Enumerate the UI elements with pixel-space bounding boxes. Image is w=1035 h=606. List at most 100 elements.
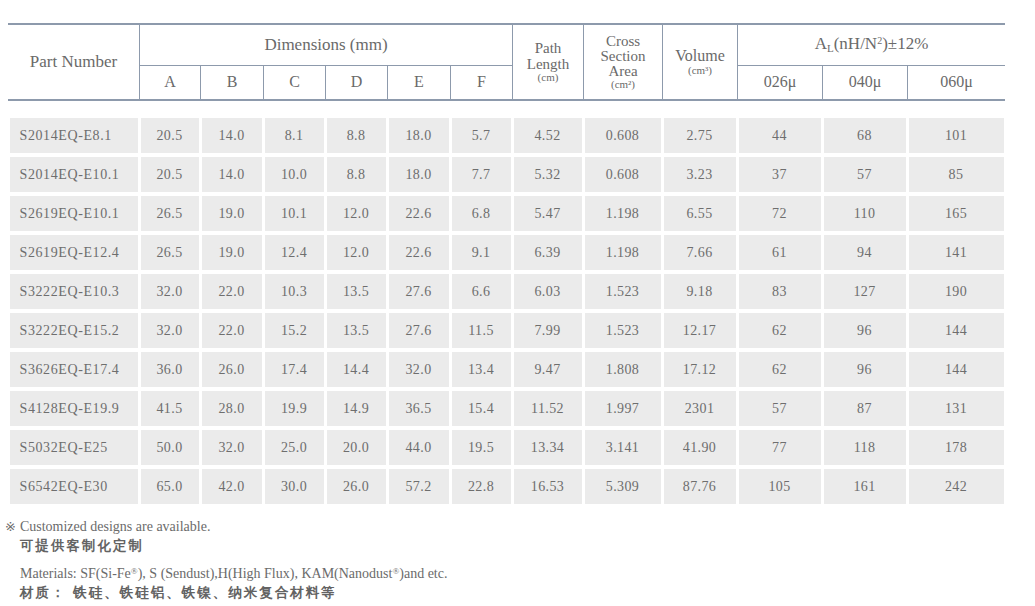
footnotes: ※ Customized designs are available. 可提供客… <box>5 517 447 602</box>
table-cell: 6.55 <box>664 196 736 231</box>
table-cell: 1.198 <box>585 196 661 231</box>
cross-section-line3: Area <box>608 64 637 79</box>
table-row: S4128EQ-E19.941.528.019.914.936.515.411.… <box>8 389 1005 428</box>
table-row: S2014EQ-E8.120.514.08.18.818.05.74.520.6… <box>8 116 1005 155</box>
table-cell: 18.0 <box>389 118 449 153</box>
table-cell: 13.5 <box>327 313 386 348</box>
table-cell: 10.0 <box>265 157 324 192</box>
note-customized-en-text: Customized designs are available. <box>20 517 211 536</box>
table-cell: 15.4 <box>452 391 511 426</box>
col-header-al-026: 026μ <box>737 66 822 99</box>
table-cell: 10.3 <box>265 274 324 309</box>
table-cell: 36.5 <box>389 391 449 426</box>
table-cell: 14.9 <box>327 391 386 426</box>
table-cell: 1.523 <box>585 274 661 309</box>
table-cell: 20.5 <box>141 157 199 192</box>
table-cell: 13.34 <box>514 430 582 465</box>
table-row: S3222EQ-E10.332.022.010.313.527.66.66.03… <box>8 272 1005 311</box>
table-cell: 13.5 <box>327 274 386 309</box>
table-cell: 25.0 <box>265 430 324 465</box>
table-cell: 5.309 <box>585 469 661 504</box>
al-title: AL(nH/N2)±12% <box>815 35 929 55</box>
part-number-cell: S2014EQ-E10.1 <box>10 157 138 192</box>
table-cell: 32.0 <box>202 430 262 465</box>
col-header-al: AL(nH/N2)±12% <box>737 25 1005 66</box>
table-cell: 17.4 <box>265 352 324 387</box>
part-number-cell: S3626EQ-E17.4 <box>10 352 138 387</box>
table-cell: 12.0 <box>327 235 386 270</box>
table-cell: 22.0 <box>202 274 262 309</box>
table-cell: 30.0 <box>265 469 324 504</box>
table-row: S2619EQ-E10.126.519.010.112.022.66.85.47… <box>8 194 1005 233</box>
part-number-cell: S3222EQ-E15.2 <box>10 313 138 348</box>
table-cell: 2.75 <box>664 118 736 153</box>
table-cell: 32.0 <box>141 313 199 348</box>
table-cell: 37 <box>739 157 821 192</box>
table-cell: 77 <box>739 430 821 465</box>
table-cell: 96 <box>824 313 906 348</box>
table-cell: 22.0 <box>202 313 262 348</box>
part-number-cell: S4128EQ-E19.9 <box>10 391 138 426</box>
table-cell: 19.0 <box>202 235 262 270</box>
table-cell: 57 <box>824 157 906 192</box>
note-materials-en: Materials: SF(Si-Fe®), S (Sendust),H(Hig… <box>20 562 447 583</box>
table-cell: 0.608 <box>585 118 661 153</box>
table-cell: 68 <box>824 118 906 153</box>
part-number-cell: S2014EQ-E8.1 <box>10 118 138 153</box>
table-cell: 41.5 <box>141 391 199 426</box>
table-cell: 9.47 <box>514 352 582 387</box>
table-cell: 26.5 <box>141 196 199 231</box>
table-cell: 41.90 <box>664 430 736 465</box>
table-cell: 9.1 <box>452 235 511 270</box>
table-cell: 72 <box>739 196 821 231</box>
path-length-unit: (cm) <box>538 72 559 83</box>
table-cell: 57 <box>739 391 821 426</box>
table-cell: 50.0 <box>141 430 199 465</box>
table-cell: 18.0 <box>389 157 449 192</box>
part-number-cell: S6542EQ-E30 <box>10 469 138 504</box>
table-cell: 19.0 <box>202 196 262 231</box>
table-cell: 2301 <box>664 391 736 426</box>
table-cell: 57.2 <box>389 469 449 504</box>
table-cell: 44.0 <box>389 430 449 465</box>
table-cell: 7.66 <box>664 235 736 270</box>
table-cell: 44 <box>739 118 821 153</box>
col-header-dim-d: D <box>325 66 387 99</box>
table-cell: 87.76 <box>664 469 736 504</box>
col-header-dimensions: Dimensions (mm) <box>139 25 512 66</box>
table-cell: 141 <box>909 235 1004 270</box>
table-cell: 27.6 <box>389 313 449 348</box>
table-cell: 6.03 <box>514 274 582 309</box>
table-cell: 28.0 <box>202 391 262 426</box>
table-cell: 32.0 <box>389 352 449 387</box>
col-header-volume: Volume (cm³) <box>662 25 737 99</box>
table-cell: 3.141 <box>585 430 661 465</box>
table-cell: 32.0 <box>141 274 199 309</box>
table-cell: 8.8 <box>327 157 386 192</box>
col-header-path-length: Path Length (cm) <box>512 25 583 99</box>
note-customized-cn-text: 可提供客制化定制 <box>20 536 144 555</box>
table-cell: 1.523 <box>585 313 661 348</box>
path-length-line1: Path <box>535 41 562 57</box>
col-header-dim-b: B <box>200 66 263 99</box>
table-cell: 62 <box>739 352 821 387</box>
table-cell: 178 <box>909 430 1004 465</box>
table-cell: 85 <box>909 157 1004 192</box>
table-row: S6542EQ-E3065.042.030.026.057.222.816.53… <box>8 467 1005 506</box>
table-cell: 242 <box>909 469 1004 504</box>
table-cell: 6.39 <box>514 235 582 270</box>
table-cell: 14.0 <box>202 157 262 192</box>
table-cell: 20.0 <box>327 430 386 465</box>
table-cell: 144 <box>909 313 1004 348</box>
table-cell: 42.0 <box>202 469 262 504</box>
table-cell: 61 <box>739 235 821 270</box>
datasheet-page: Part Number Dimensions (mm) A B C D E F … <box>0 0 1035 606</box>
table-cell: 3.23 <box>664 157 736 192</box>
part-number-cell: S5032EQ-E25 <box>10 430 138 465</box>
table-cell: 15.2 <box>265 313 324 348</box>
cross-section-unit: (cm²) <box>611 79 635 90</box>
table-cell: 1.808 <box>585 352 661 387</box>
table-cell: 9.18 <box>664 274 736 309</box>
table-cell: 26.0 <box>202 352 262 387</box>
cross-section-line1: Cross <box>606 34 640 49</box>
